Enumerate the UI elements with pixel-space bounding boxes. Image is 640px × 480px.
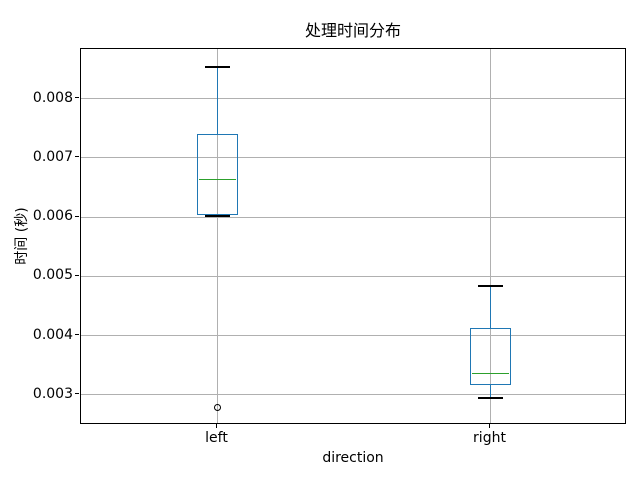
y-tick-label: 0.006	[32, 208, 73, 225]
x-gridline	[217, 49, 218, 423]
y-gridline	[81, 98, 625, 100]
y-tick-label: 0.008	[32, 89, 73, 106]
y-tick-mark	[75, 393, 79, 395]
x-tick-mark	[489, 424, 490, 428]
y-tick-label: 0.005	[32, 267, 73, 284]
x-tick-label-left: left	[205, 430, 228, 446]
y-tick-label: 0.007	[32, 148, 73, 165]
y-tick-mark	[75, 156, 79, 158]
plot-area	[80, 48, 626, 424]
x-axis-label: direction	[322, 450, 384, 466]
x-gridline	[490, 49, 491, 423]
cap-lower-left	[205, 214, 230, 217]
y-tick-mark	[75, 274, 79, 276]
x-tick-label-right: right	[473, 430, 506, 446]
y-gridline	[81, 335, 625, 337]
cap-upper-left	[205, 65, 230, 68]
x-tick-mark	[216, 424, 217, 428]
y-tick-label: 0.003	[32, 385, 73, 402]
y-tick-mark	[75, 97, 79, 99]
y-tick-mark	[75, 215, 79, 217]
box-left	[197, 134, 238, 215]
y-gridline	[81, 394, 625, 396]
chart-title: 处理时间分布	[304, 21, 401, 40]
outlier-left	[214, 404, 221, 412]
y-gridline	[81, 216, 625, 218]
whisker-upper-right	[489, 285, 492, 329]
box-right	[470, 328, 511, 386]
median-left	[198, 178, 237, 181]
median-right	[471, 372, 510, 375]
cap-upper-right	[478, 284, 503, 287]
whisker-upper-left	[216, 66, 219, 135]
y-tick-label: 0.004	[32, 326, 73, 343]
cap-lower-right	[478, 396, 503, 399]
y-tick-mark	[75, 334, 79, 336]
y-gridline	[81, 157, 625, 159]
y-gridline	[81, 275, 625, 277]
whisker-lower-right	[489, 385, 492, 398]
